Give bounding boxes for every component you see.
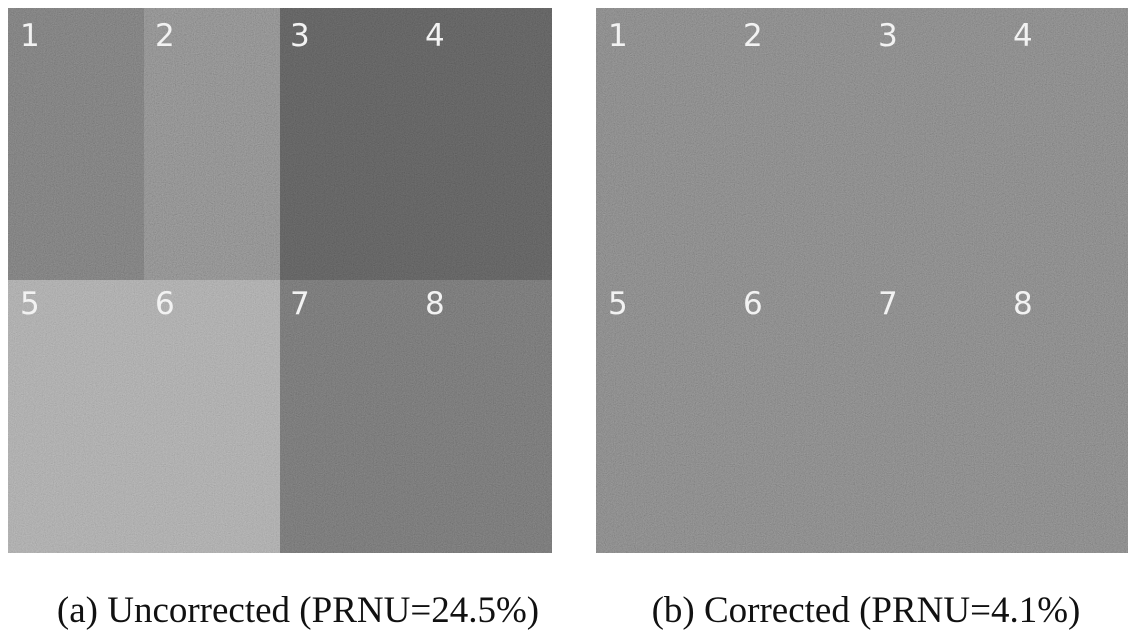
region-label: 2 (743, 18, 763, 54)
region-label: 4 (425, 18, 445, 54)
region-label: 3 (290, 18, 310, 54)
caption: (a) Uncorrected (PRNU=24.5%) (57, 590, 539, 631)
region-label: 5 (20, 286, 40, 322)
region-label: 5 (608, 286, 628, 322)
region-label: 8 (425, 286, 445, 322)
panel-corrected (596, 8, 1128, 553)
panel-uncorrected (8, 8, 552, 553)
caption: (b) Corrected (PRNU=4.1%) (652, 590, 1081, 631)
region-label: 2 (155, 18, 175, 54)
region-label: 1 (608, 18, 628, 54)
region-label: 4 (1013, 18, 1033, 54)
region-label: 6 (155, 286, 175, 322)
region-label: 6 (743, 286, 763, 322)
region-label: 8 (1013, 286, 1033, 322)
region-label: 7 (878, 286, 898, 322)
region-label: 1 (20, 18, 40, 54)
region-label: 3 (878, 18, 898, 54)
region-label: 7 (290, 286, 310, 322)
